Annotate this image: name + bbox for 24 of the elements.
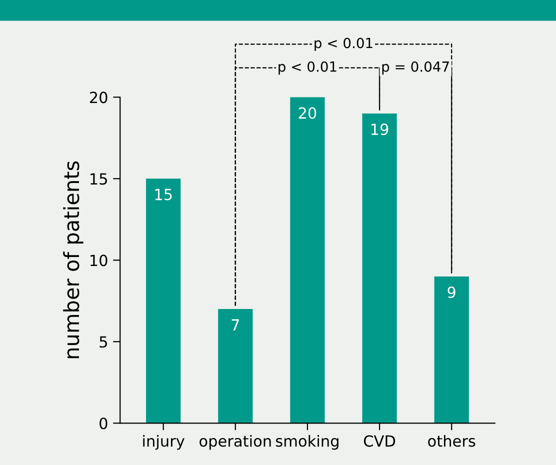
text: p < 0.01 bbox=[314, 38, 372, 51]
text: p = 0.047 bbox=[382, 61, 449, 75]
x-tick-label: others bbox=[428, 434, 476, 447]
data-label: 15 bbox=[155, 188, 172, 200]
bar bbox=[362, 113, 397, 424]
data-label: 20 bbox=[298, 107, 316, 119]
y-tick-label: 15 bbox=[90, 173, 107, 185]
y-tick-label: 0 bbox=[100, 418, 108, 430]
y-tick-label: 20 bbox=[90, 92, 108, 104]
bar bbox=[146, 178, 181, 424]
data-label: 7 bbox=[232, 319, 239, 330]
x-tick-label: injury bbox=[143, 434, 184, 450]
y-tick-label: 10 bbox=[90, 254, 108, 266]
bar bbox=[218, 309, 253, 424]
x-tick-label: operation bbox=[200, 434, 271, 450]
x-tick-label: smoking bbox=[276, 434, 338, 450]
x-tick-label: CVD bbox=[364, 435, 396, 447]
text: p < 0.01 bbox=[278, 61, 336, 75]
data-label: 19 bbox=[371, 124, 388, 136]
y-axis-title: number of patients bbox=[63, 161, 84, 358]
y-tick-label: 5 bbox=[100, 336, 107, 348]
bar bbox=[434, 276, 469, 424]
data-label: 9 bbox=[448, 286, 456, 298]
bar bbox=[290, 97, 325, 424]
